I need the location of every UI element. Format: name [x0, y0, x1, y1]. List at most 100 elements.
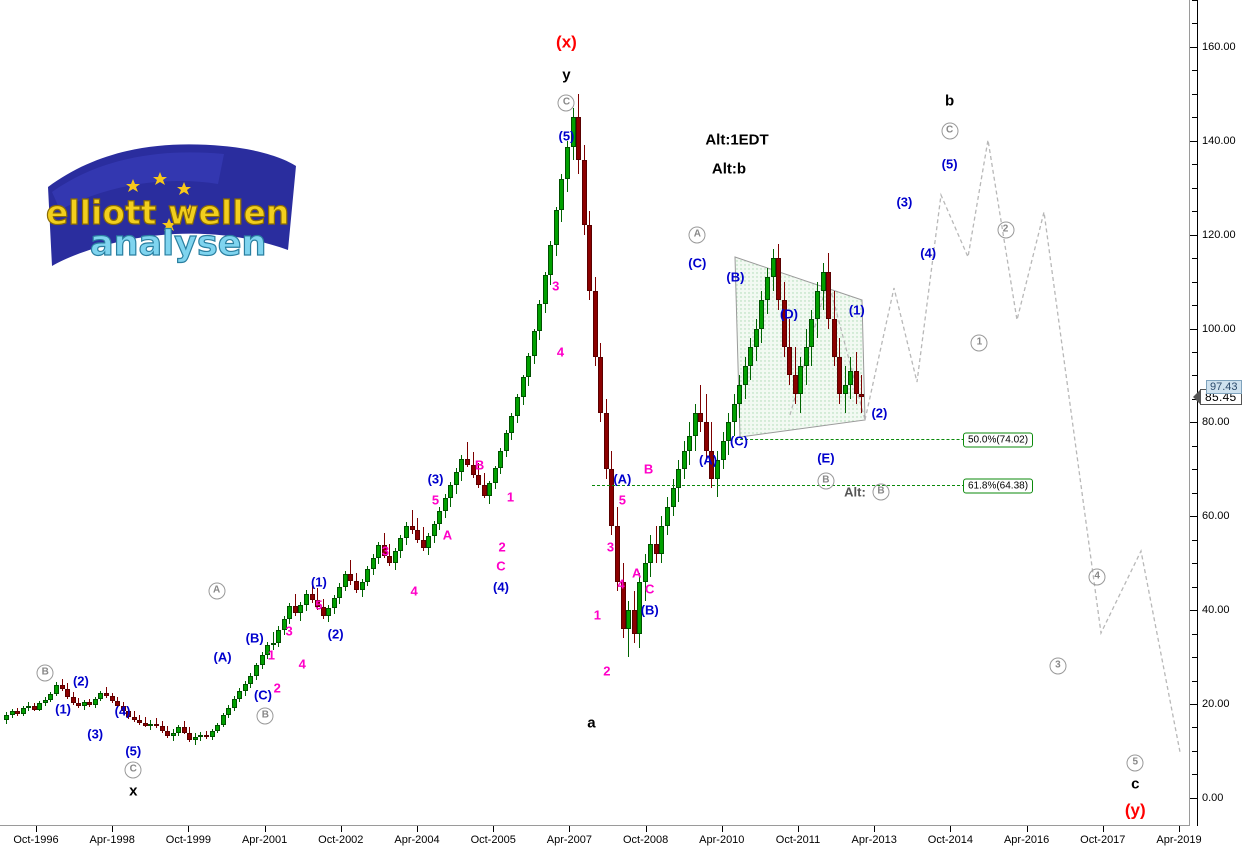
price-tick-label: 20.00	[1202, 697, 1230, 710]
candle-body	[87, 702, 93, 705]
candle-body	[815, 290, 820, 320]
candle-body	[170, 733, 176, 736]
candle	[553, 206, 559, 257]
candle	[787, 319, 793, 385]
candle-body	[631, 610, 637, 634]
candle	[448, 481, 454, 507]
price-tick-major	[1190, 422, 1198, 424]
candle	[537, 300, 543, 340]
candle-body	[276, 629, 282, 643]
candle	[315, 587, 321, 611]
wave-label: (C)	[729, 433, 749, 449]
candle-body	[298, 605, 304, 613]
wave-circle-label: B	[256, 707, 274, 725]
candle-body	[287, 606, 293, 620]
candle-body	[670, 488, 676, 507]
candle	[826, 253, 832, 329]
candle	[409, 509, 415, 535]
candle	[292, 594, 298, 616]
candle-wick	[389, 544, 391, 566]
candle	[715, 450, 721, 498]
candle	[215, 722, 221, 734]
candle	[381, 533, 387, 559]
candle-body	[315, 599, 321, 608]
wave-circle-label: B	[36, 664, 54, 682]
candle	[115, 697, 121, 708]
candle	[420, 526, 426, 551]
time-tick-label: Apr-1998	[89, 834, 135, 846]
candle-body	[765, 276, 770, 301]
candle	[509, 413, 515, 441]
wave-label: x	[129, 782, 138, 800]
candle	[165, 725, 171, 738]
price-tick-minor	[1192, 680, 1198, 682]
candle	[392, 548, 398, 570]
wave-label: (x)	[556, 32, 577, 52]
price-tick-minor	[1192, 750, 1198, 752]
candle-body	[259, 655, 265, 666]
candle	[637, 572, 643, 648]
candle	[387, 544, 393, 566]
wave-label: 5	[431, 492, 440, 508]
candle	[337, 582, 343, 604]
candle-body	[615, 525, 621, 582]
price-tick-label: 80.00	[1202, 416, 1230, 429]
price-tick-major	[1190, 328, 1198, 330]
candle	[709, 422, 715, 489]
wave-label: C	[496, 558, 506, 574]
candle	[742, 356, 748, 399]
time-tick	[721, 826, 723, 832]
price-tick-minor	[1192, 563, 1198, 565]
time-tick-label: Apr-2010	[699, 834, 745, 846]
time-tick	[798, 826, 799, 832]
candle-body	[759, 300, 765, 329]
price-tick-minor	[1192, 93, 1198, 95]
price-axis[interactable]: 160.00 140.00 120.00 100.00 80.00 60.00 40.00 2…	[1190, 0, 1256, 826]
plot-area[interactable]: 50.0%(74.02) 61.8%(64.38) Alt: B Alt:1ED…	[0, 0, 1190, 826]
candle	[192, 733, 198, 746]
candle-body	[353, 581, 359, 591]
candle	[492, 465, 498, 490]
wave-label: (4)	[920, 245, 937, 261]
candle-body	[809, 319, 815, 348]
candle-body	[715, 459, 721, 479]
candle-body	[115, 701, 121, 706]
price-tick-minor	[1192, 164, 1198, 166]
time-tick	[950, 826, 952, 832]
price-tick-minor	[1192, 70, 1198, 72]
fib-tag-618[interactable]: 61.8%(64.38)	[963, 478, 1034, 494]
candle	[326, 605, 332, 623]
price-tick-minor	[1192, 586, 1198, 588]
time-tick	[645, 826, 647, 832]
wave-label: 4	[410, 583, 418, 599]
fib-tag-50[interactable]: 50.0%(74.02)	[963, 432, 1034, 448]
wave-label: (C)	[253, 687, 273, 703]
time-tick-label: Oct-1999	[165, 834, 212, 846]
wave-label: 2	[498, 539, 506, 555]
candle-body	[320, 607, 326, 616]
wave-label: A	[631, 565, 642, 581]
candle	[459, 455, 465, 481]
candle	[331, 595, 337, 614]
candle	[598, 342, 604, 423]
time-axis[interactable]: Oct-1996 Apr-1998 Oct-1999 Apr-2001 Oct-2002…	[0, 826, 1202, 854]
wave-label: (5)	[125, 743, 142, 759]
time-tick	[874, 826, 876, 832]
price-tick-minor	[1192, 375, 1198, 377]
candle-wick	[350, 560, 352, 585]
wave-label: (5)	[941, 156, 958, 172]
candle-body	[42, 700, 48, 704]
price-marker-previous: 97.43	[1206, 379, 1242, 394]
candle-body	[292, 606, 298, 613]
time-tick	[340, 826, 342, 832]
wave-label: (1)	[55, 701, 72, 717]
candle	[798, 356, 804, 413]
time-tick-label: Oct-2011	[775, 834, 821, 846]
wave-label: (3)	[427, 471, 444, 487]
candle-body	[109, 696, 115, 702]
candle-body	[698, 412, 704, 423]
current-price-marker[interactable]: 97.43 85.45	[1193, 379, 1242, 405]
candle	[781, 281, 787, 357]
wave-label: C	[645, 581, 655, 597]
candle-body	[248, 675, 254, 685]
